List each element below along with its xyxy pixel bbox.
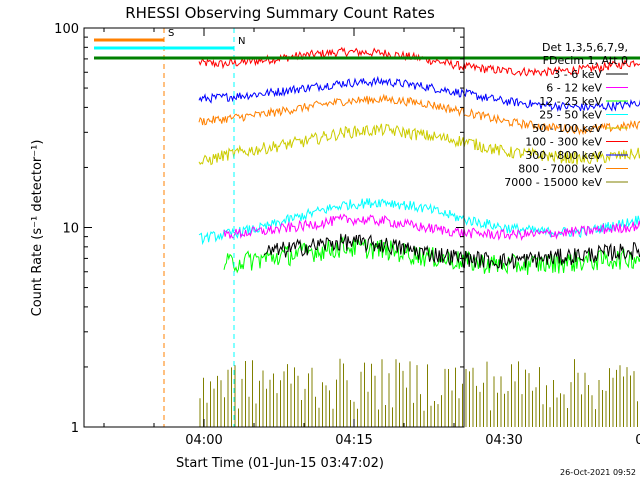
series-line-50-100-kev xyxy=(198,123,640,166)
state-bar-label: N xyxy=(238,36,245,47)
legend-entry-label: 300 - 800 keV xyxy=(525,149,602,162)
x-tick-label: 04:30 xyxy=(485,433,522,448)
series-line-100-300-kev xyxy=(198,46,640,77)
legend-entry-label: 100 - 300 keV xyxy=(525,136,602,149)
series-line-3-6-kev xyxy=(263,233,640,270)
legend-entry-label: 12 - 25 keV xyxy=(539,95,602,108)
chart-title: RHESSI Observing Summary Count Rates xyxy=(125,4,435,22)
series-line-800-7000-kev xyxy=(198,93,640,136)
series-noise-floor-7000-15000-kev xyxy=(199,358,638,427)
y-tick-label: 10 xyxy=(62,222,79,237)
series-line-6-12-kev xyxy=(223,213,640,241)
x-tick-label: 04:00 xyxy=(185,433,222,448)
legend-entry-label: 50 - 100 keV xyxy=(532,122,602,135)
state-bars-layer: SNRDO xyxy=(94,28,640,427)
series-line-300-800-kev xyxy=(198,75,640,113)
series-layer xyxy=(198,46,640,427)
legend-entry-label: 6 - 12 keV xyxy=(546,82,602,95)
x-tick-label: 04:45 xyxy=(635,433,640,448)
x-axis-label: Start Time (01-Jun-15 03:47:02) xyxy=(176,456,384,471)
legend-header-line-2: FDecim 1, Att 0 xyxy=(543,54,628,67)
legend-entry-label: 800 - 7000 keV xyxy=(518,163,602,176)
state-bar-label: S xyxy=(168,28,174,39)
series-line-25-50-kev xyxy=(198,198,640,246)
legend-entry-label: 25 - 50 keV xyxy=(539,109,602,122)
legend-entry-label: 7000 - 15000 keV xyxy=(504,176,602,189)
x-tick-label: 04:15 xyxy=(335,433,372,448)
timestamp: 26-Oct-2021 09:52 xyxy=(560,468,636,477)
legend-entry-label: 3 - 6 keV xyxy=(553,68,602,81)
legend-header-line-1: Det 1,3,5,6,7,9, xyxy=(542,41,628,54)
y-tick-label: 1 xyxy=(71,421,79,436)
y-axis-label: Count Rate (s⁻¹ detector⁻¹) xyxy=(30,140,45,317)
y-tick-label: 100 xyxy=(54,22,79,37)
